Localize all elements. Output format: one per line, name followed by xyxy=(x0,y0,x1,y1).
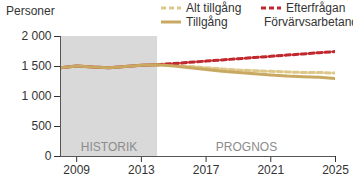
svg-text:2025: 2025 xyxy=(322,163,349,177)
svg-text:HISTORIK: HISTORIK xyxy=(81,140,137,154)
html-text:Tillgång: Tillgång xyxy=(186,15,228,29)
html-text:Efterfrågan: Efterfrågan xyxy=(286,1,346,15)
svg-text:500: 500 xyxy=(31,119,51,133)
svg-text:2 000: 2 000 xyxy=(21,30,51,43)
svg-text:1 500: 1 500 xyxy=(21,59,51,73)
html-text:Personer: Personer xyxy=(6,4,55,18)
svg-text:2009: 2009 xyxy=(63,163,90,177)
svg-text:1 000: 1 000 xyxy=(21,89,51,103)
svg-text:2017: 2017 xyxy=(193,163,220,177)
html-text:Alt tillgång: Alt tillgång xyxy=(186,1,242,15)
svg-text:2013: 2013 xyxy=(128,163,155,177)
svg-text:PROGNOS: PROGNOS xyxy=(216,140,277,154)
svg-text:0: 0 xyxy=(45,149,52,163)
svg-text:2021: 2021 xyxy=(257,163,284,177)
